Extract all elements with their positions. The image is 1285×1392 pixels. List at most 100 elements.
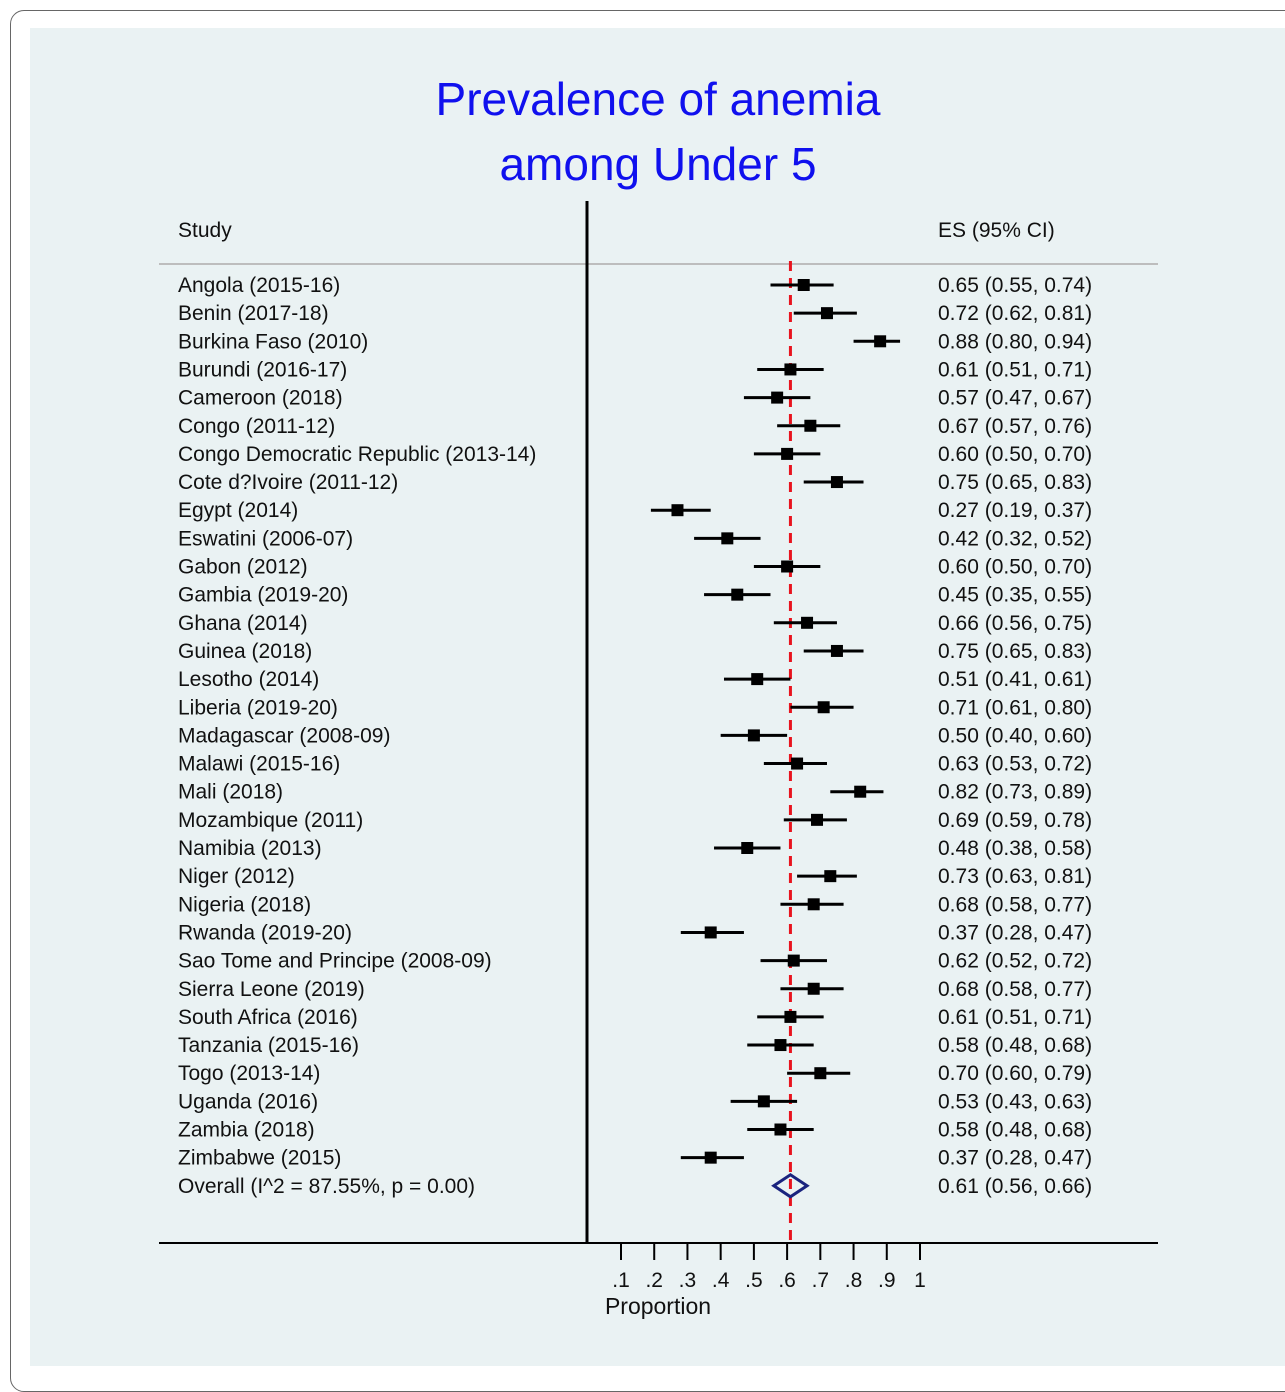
- effect-size-text: 0.42 (0.32, 0.52): [938, 527, 1092, 550]
- study-label: Togo (2013-14): [178, 1062, 320, 1085]
- study-label: Tanzania (2015-16): [178, 1034, 359, 1057]
- estimate-marker: [797, 279, 810, 291]
- study-label: Guinea (2018): [178, 640, 312, 663]
- study-label: Liberia (2019-20): [178, 696, 338, 719]
- study-label: Uganda (2016): [178, 1090, 318, 1113]
- estimate-marker: [807, 982, 820, 995]
- study-label: Nigeria (2018): [178, 893, 311, 916]
- effect-size-text: 0.57 (0.47, 0.67): [938, 387, 1092, 410]
- study-label: Malawi (2015-16): [178, 753, 340, 776]
- study-label: Gabon (2012): [178, 556, 308, 579]
- effect-size-text: 0.37 (0.28, 0.47): [938, 1147, 1092, 1170]
- study-label: Sao Tome and Principe (2008-09): [178, 950, 492, 973]
- x-tick-label: .5: [745, 1269, 763, 1292]
- estimate-marker: [820, 307, 833, 320]
- overall-diamond: [771, 1173, 810, 1199]
- effect-size-text: 0.45 (0.35, 0.55): [938, 584, 1092, 607]
- estimate-marker: [751, 673, 764, 686]
- estimate-marker: [817, 701, 830, 714]
- effect-size-text: 0.82 (0.73, 0.89): [938, 781, 1092, 804]
- study-label: Congo (2011-12): [178, 415, 335, 438]
- estimate-marker: [824, 870, 837, 883]
- estimate-marker: [811, 813, 824, 826]
- chart-title-line-1: Prevalence of anemia: [436, 73, 881, 125]
- study-label: Angola (2015-16): [178, 274, 340, 297]
- estimate-marker: [731, 588, 744, 601]
- chart-panel: Prevalence of anemia among Under 5 Study…: [30, 28, 1285, 1366]
- header-study: Study: [178, 219, 232, 242]
- effect-size-text: 0.68 (0.58, 0.77): [938, 978, 1092, 1001]
- effect-size-text: 0.69 (0.59, 0.78): [938, 809, 1092, 832]
- effect-size-text: 0.88 (0.80, 0.94): [938, 330, 1092, 353]
- study-label: Mozambique (2011): [178, 809, 363, 832]
- x-tick-label: 1: [914, 1269, 926, 1292]
- study-label: Zimbabwe (2015): [178, 1147, 341, 1170]
- effect-size-text: 0.72 (0.62, 0.81): [938, 302, 1092, 325]
- study-label: Burundi (2016-17): [178, 358, 347, 381]
- effect-size-text: 0.61 (0.51, 0.71): [938, 1006, 1092, 1029]
- effect-size-text: 0.66 (0.56, 0.75): [938, 612, 1092, 635]
- effect-size-text: 0.75 (0.65, 0.83): [938, 640, 1092, 663]
- study-label: Cote d?Ivoire (2011-12): [178, 471, 398, 494]
- effect-size-text: 0.60 (0.50, 0.70): [938, 556, 1092, 579]
- effect-size-text: 0.71 (0.61, 0.80): [938, 696, 1092, 719]
- study-label: Zambia (2018): [178, 1119, 315, 1142]
- effect-size-text: 0.75 (0.65, 0.83): [938, 471, 1092, 494]
- estimate-marker: [814, 1067, 827, 1080]
- effect-size-text: 0.67 (0.57, 0.76): [938, 415, 1092, 438]
- x-tick-label: .8: [845, 1269, 863, 1292]
- estimate-marker: [774, 1123, 787, 1136]
- estimate-marker: [874, 335, 887, 348]
- study-label: Lesotho (2014): [178, 668, 319, 691]
- estimate-marker: [704, 1151, 717, 1164]
- study-label: Eswatini (2006-07): [178, 527, 353, 550]
- estimate-marker: [721, 532, 734, 545]
- study-label: Benin (2017-18): [178, 302, 329, 325]
- estimate-marker: [787, 954, 800, 967]
- estimate-marker: [784, 1010, 797, 1023]
- x-tick-label: .7: [812, 1269, 830, 1292]
- x-tick-label: .6: [778, 1269, 796, 1292]
- plot-layer: Angola (2015-16) 0.65 (0.55, 0.74) Benin (…: [178, 261, 1092, 1292]
- estimate-marker: [801, 616, 814, 629]
- estimate-marker: [757, 1095, 770, 1108]
- study-label: Madagascar (2008-09): [178, 724, 390, 747]
- x-tick-label: .1: [612, 1269, 630, 1292]
- effect-size-text: 0.58 (0.48, 0.68): [938, 1034, 1092, 1057]
- effect-size-text: 0.68 (0.58, 0.77): [938, 893, 1092, 916]
- estimate-marker: [807, 898, 820, 911]
- study-label: Niger (2012): [178, 865, 295, 888]
- x-tick-label: .2: [645, 1269, 663, 1292]
- study-label: Mali (2018): [178, 781, 283, 804]
- header-es: ES (95% CI): [938, 219, 1055, 242]
- effect-size-text: 0.70 (0.60, 0.79): [938, 1062, 1092, 1085]
- study-label: Ghana (2014): [178, 612, 308, 635]
- effect-size-text: 0.53 (0.43, 0.63): [938, 1090, 1092, 1113]
- x-tick-label: .4: [712, 1269, 730, 1292]
- effect-size-text: 0.27 (0.19, 0.37): [938, 499, 1092, 522]
- estimate-marker: [741, 842, 754, 854]
- estimate-marker: [704, 926, 717, 939]
- forest-plot: Prevalence of anemia among Under 5 Study…: [159, 73, 1158, 1319]
- estimate-marker: [791, 757, 804, 770]
- estimate-marker: [784, 363, 797, 376]
- study-label: Cameroon (2018): [178, 387, 343, 410]
- effect-size-text: 0.50 (0.40, 0.60): [938, 724, 1092, 747]
- estimate-marker: [747, 729, 760, 742]
- estimate-marker: [781, 560, 794, 573]
- x-tick-label: .3: [679, 1269, 697, 1292]
- chart-title-line-2: among Under 5: [499, 138, 816, 190]
- effect-size-text: 0.65 (0.55, 0.74): [938, 274, 1092, 297]
- study-label: South Africa (2016): [178, 1006, 358, 1029]
- x-axis-label: Proportion: [605, 1293, 711, 1319]
- study-label: Egypt (2014): [178, 499, 298, 522]
- estimate-marker: [854, 785, 867, 798]
- estimate-marker: [830, 476, 843, 489]
- estimate-marker: [804, 419, 817, 432]
- study-label: Burkina Faso (2010): [178, 330, 368, 353]
- study-label: Rwanda (2019-20): [178, 921, 352, 944]
- estimate-marker: [781, 447, 794, 460]
- overall-label: Overall (I^2 = 87.55%, p = 0.00): [178, 1175, 475, 1198]
- study-label: Congo Democratic Republic (2013-14): [178, 443, 536, 466]
- effect-size-text: 0.62 (0.52, 0.72): [938, 950, 1092, 973]
